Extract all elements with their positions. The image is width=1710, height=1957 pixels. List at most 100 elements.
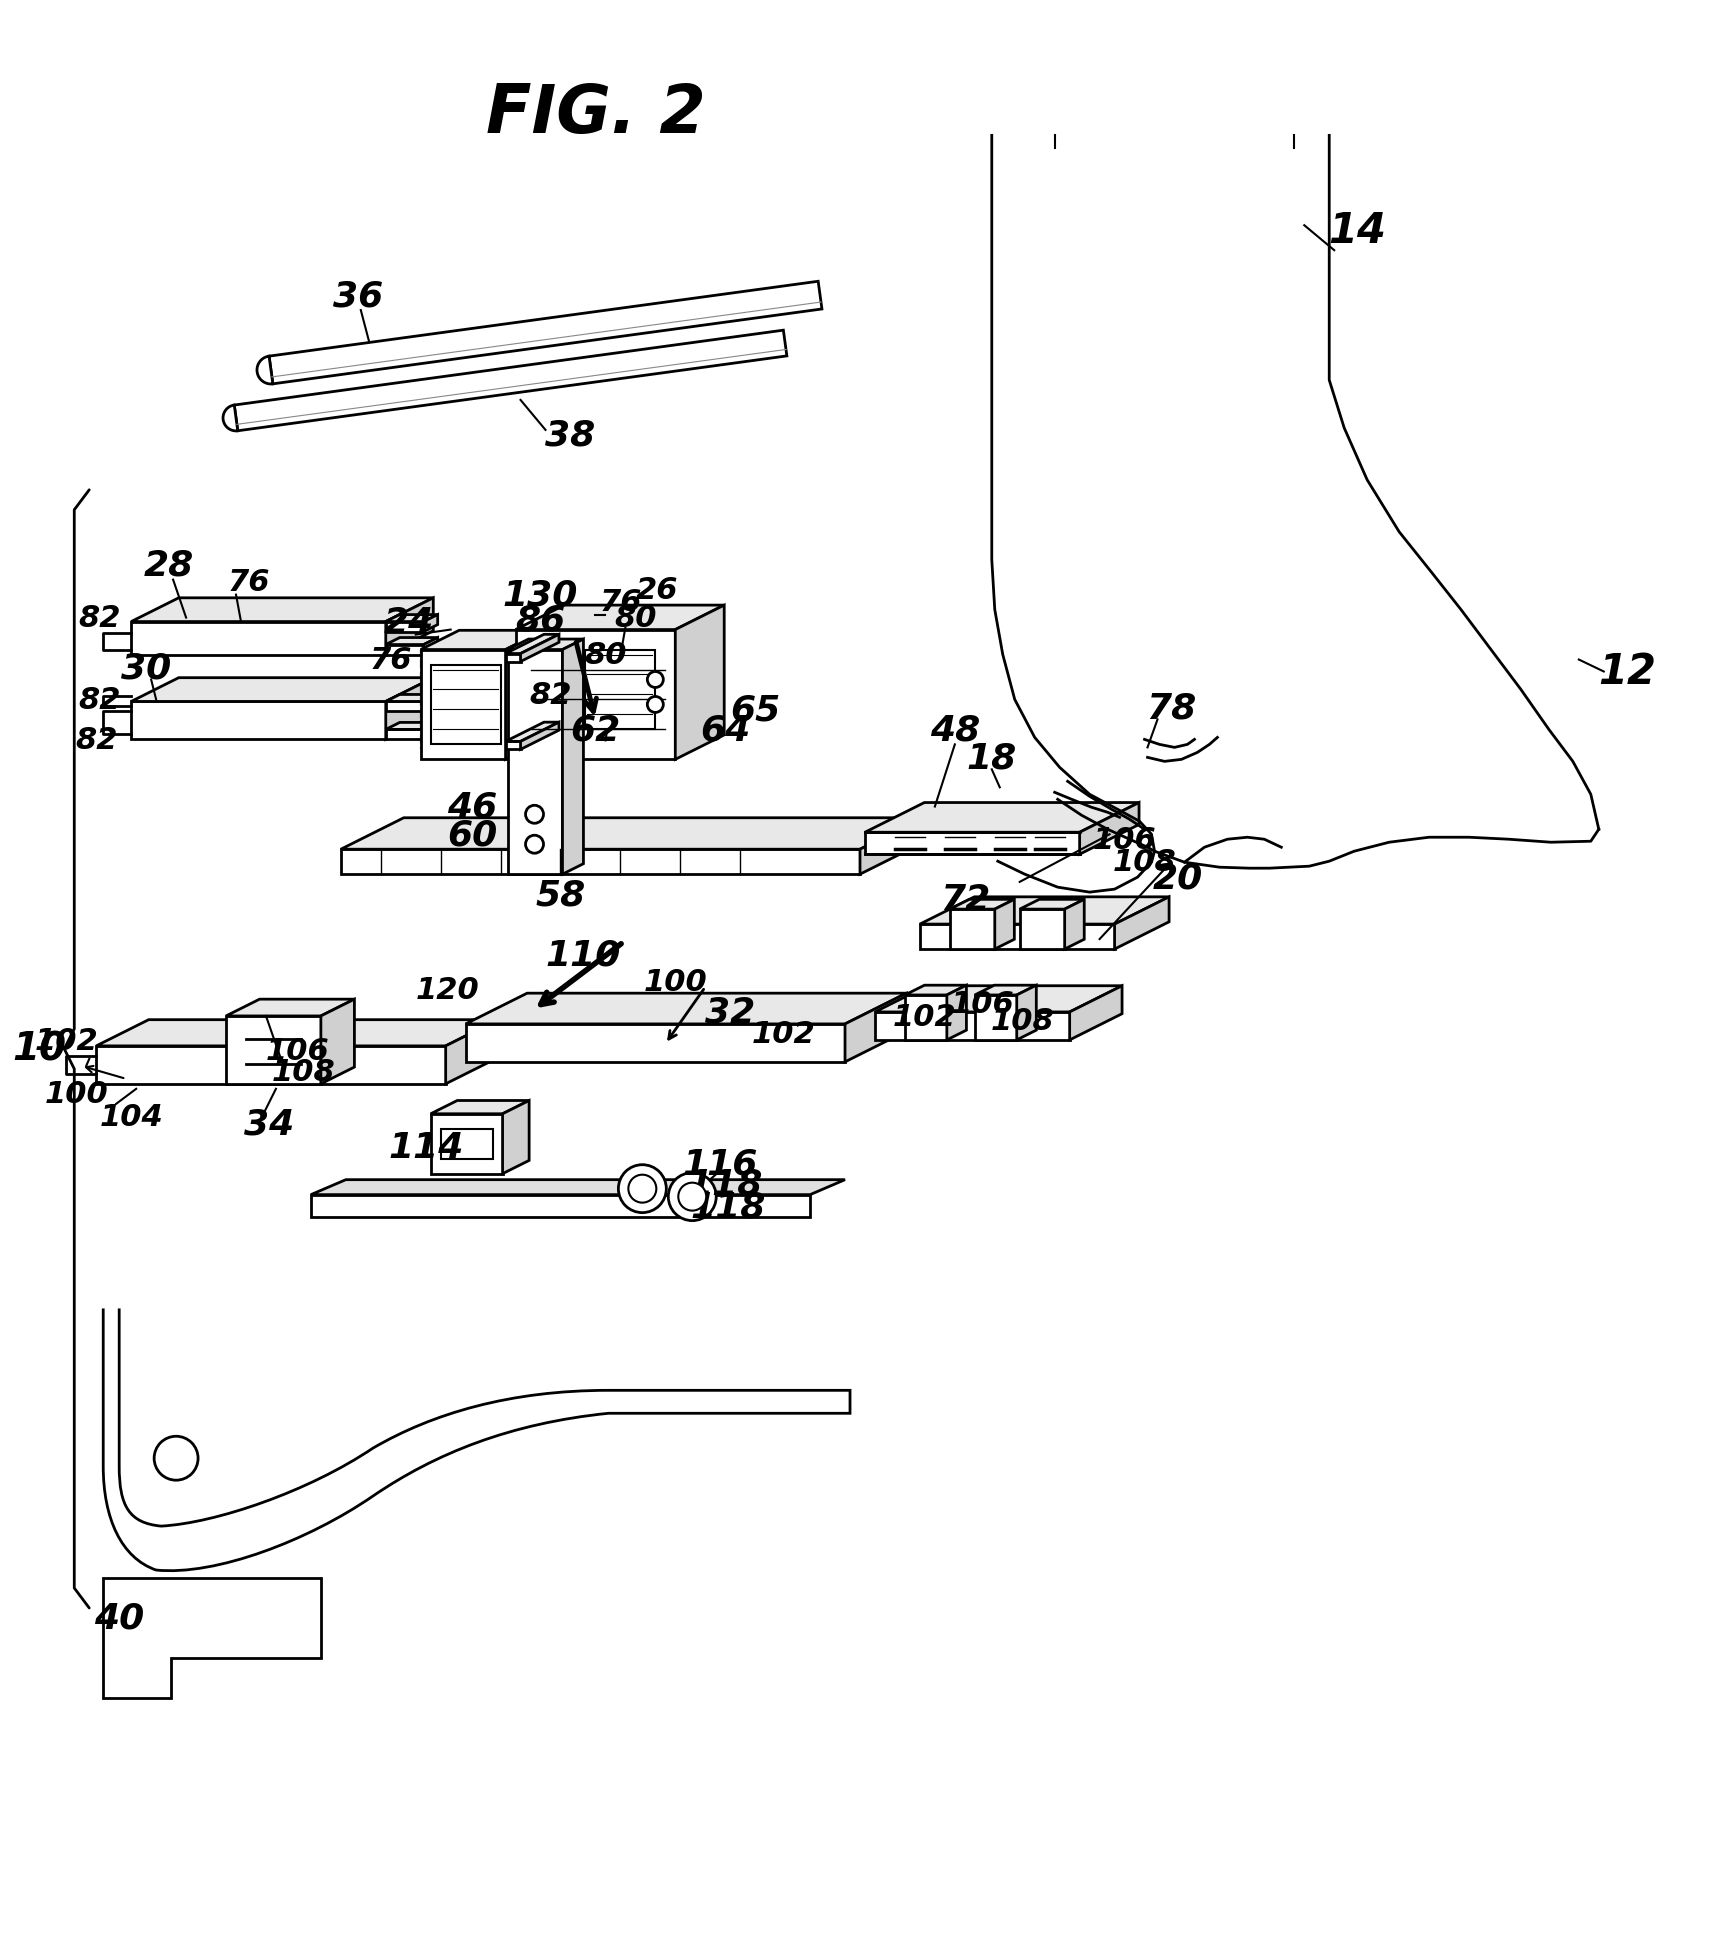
Polygon shape bbox=[1017, 986, 1036, 1041]
Polygon shape bbox=[132, 703, 386, 740]
Polygon shape bbox=[1019, 910, 1065, 949]
Text: 80: 80 bbox=[585, 640, 626, 669]
Polygon shape bbox=[515, 607, 725, 630]
Polygon shape bbox=[386, 703, 424, 712]
Polygon shape bbox=[860, 818, 923, 875]
Polygon shape bbox=[321, 1000, 354, 1084]
Polygon shape bbox=[520, 634, 559, 661]
Polygon shape bbox=[431, 665, 501, 746]
Polygon shape bbox=[1070, 986, 1122, 1041]
Polygon shape bbox=[441, 1129, 492, 1159]
Polygon shape bbox=[576, 636, 660, 746]
Text: 20: 20 bbox=[1153, 861, 1202, 894]
Text: 102: 102 bbox=[34, 1027, 97, 1057]
Text: 26: 26 bbox=[636, 575, 679, 605]
Polygon shape bbox=[424, 638, 438, 656]
Text: 18: 18 bbox=[966, 742, 1017, 775]
Polygon shape bbox=[905, 986, 966, 996]
Polygon shape bbox=[234, 331, 787, 432]
Text: 108: 108 bbox=[272, 1059, 335, 1086]
Polygon shape bbox=[311, 1180, 845, 1196]
Polygon shape bbox=[660, 616, 699, 746]
Text: 106: 106 bbox=[951, 990, 1014, 1020]
Polygon shape bbox=[386, 646, 424, 656]
Polygon shape bbox=[1115, 898, 1170, 949]
Polygon shape bbox=[386, 722, 438, 730]
Polygon shape bbox=[96, 1020, 498, 1047]
Polygon shape bbox=[340, 818, 923, 849]
Circle shape bbox=[525, 836, 544, 853]
Polygon shape bbox=[226, 1000, 354, 1016]
Text: 78: 78 bbox=[1146, 691, 1197, 726]
Polygon shape bbox=[103, 1577, 321, 1699]
Polygon shape bbox=[506, 742, 520, 750]
Text: 62: 62 bbox=[571, 712, 621, 748]
Polygon shape bbox=[995, 900, 1014, 949]
Text: 120: 120 bbox=[416, 977, 479, 1006]
Polygon shape bbox=[506, 654, 520, 661]
Polygon shape bbox=[585, 650, 655, 730]
Polygon shape bbox=[386, 638, 438, 646]
Text: 10: 10 bbox=[12, 1029, 67, 1069]
Polygon shape bbox=[508, 640, 583, 650]
Polygon shape bbox=[576, 616, 699, 636]
Text: 102: 102 bbox=[893, 1002, 958, 1031]
Text: 30: 30 bbox=[121, 652, 171, 685]
Polygon shape bbox=[506, 634, 559, 654]
Circle shape bbox=[525, 806, 544, 824]
Text: 82: 82 bbox=[75, 726, 118, 755]
Polygon shape bbox=[386, 622, 424, 632]
Text: 32: 32 bbox=[705, 996, 756, 1029]
Circle shape bbox=[628, 1174, 657, 1204]
Text: 116: 116 bbox=[682, 1147, 758, 1182]
Polygon shape bbox=[222, 405, 238, 432]
Text: 130: 130 bbox=[503, 579, 578, 613]
Text: 100: 100 bbox=[643, 969, 708, 996]
Text: 48: 48 bbox=[930, 712, 980, 748]
Polygon shape bbox=[865, 802, 1139, 834]
Polygon shape bbox=[421, 630, 544, 650]
Text: 34: 34 bbox=[245, 1108, 294, 1141]
Polygon shape bbox=[876, 986, 1122, 1012]
Text: 76: 76 bbox=[598, 587, 641, 616]
Polygon shape bbox=[421, 650, 506, 759]
Polygon shape bbox=[515, 630, 675, 759]
Polygon shape bbox=[503, 1102, 528, 1174]
Polygon shape bbox=[975, 996, 1017, 1041]
Polygon shape bbox=[947, 986, 966, 1041]
Text: 60: 60 bbox=[448, 818, 498, 851]
Polygon shape bbox=[949, 910, 995, 949]
Text: 108: 108 bbox=[1113, 847, 1176, 877]
PathPatch shape bbox=[103, 1309, 850, 1571]
Polygon shape bbox=[268, 282, 823, 386]
Text: 82: 82 bbox=[79, 605, 120, 632]
Circle shape bbox=[648, 697, 663, 712]
Polygon shape bbox=[920, 898, 1170, 924]
Polygon shape bbox=[1079, 802, 1139, 855]
Text: 100: 100 bbox=[44, 1080, 108, 1110]
Polygon shape bbox=[386, 695, 438, 703]
Polygon shape bbox=[465, 994, 906, 1024]
Polygon shape bbox=[340, 849, 860, 875]
Text: 76: 76 bbox=[227, 568, 270, 597]
Text: 114: 114 bbox=[388, 1129, 463, 1164]
Polygon shape bbox=[506, 630, 544, 759]
Polygon shape bbox=[1065, 900, 1084, 949]
Text: 40: 40 bbox=[94, 1601, 144, 1636]
Polygon shape bbox=[506, 722, 559, 742]
Text: 14: 14 bbox=[1329, 209, 1387, 252]
Polygon shape bbox=[431, 1102, 528, 1114]
Polygon shape bbox=[256, 356, 274, 386]
Polygon shape bbox=[386, 730, 424, 740]
Text: 82: 82 bbox=[79, 685, 120, 714]
Polygon shape bbox=[431, 1114, 503, 1174]
Text: 58: 58 bbox=[535, 877, 585, 912]
Polygon shape bbox=[920, 924, 1115, 949]
Polygon shape bbox=[876, 1012, 1070, 1041]
Circle shape bbox=[669, 1172, 716, 1221]
Text: 12: 12 bbox=[1597, 652, 1655, 693]
Text: 46: 46 bbox=[448, 791, 498, 824]
Text: 86: 86 bbox=[515, 603, 566, 638]
Circle shape bbox=[679, 1184, 706, 1211]
Circle shape bbox=[648, 671, 663, 689]
